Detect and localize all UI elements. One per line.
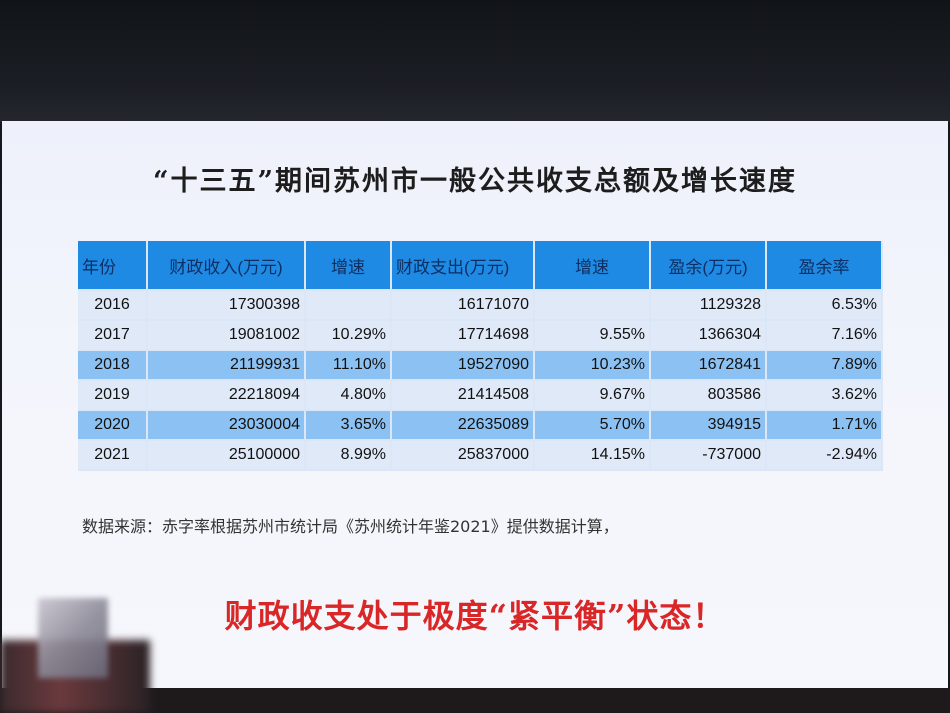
header-revenue: 财政收入(万元) xyxy=(148,241,306,291)
cell-surplus: 803586 xyxy=(651,381,767,411)
cell-revenue: 19081002 xyxy=(148,321,306,351)
cell-expenditure-growth: 9.67% xyxy=(535,381,651,411)
cell-surplus-rate: 7.89% xyxy=(767,351,883,381)
table-row: 2020 23030004 3.65% 22635089 5.70% 39491… xyxy=(78,411,883,441)
blurred-region xyxy=(38,598,108,678)
cell-revenue-growth: 3.65% xyxy=(306,411,392,441)
cell-surplus-rate: 3.62% xyxy=(767,381,883,411)
cell-expenditure: 25837000 xyxy=(392,441,535,471)
header-surplus-rate: 盈余率 xyxy=(767,241,883,291)
cell-revenue-growth: 11.10% xyxy=(306,351,392,381)
table-row: 2016 17300398 16171070 1129328 6.53% xyxy=(78,291,883,321)
cell-expenditure: 17714698 xyxy=(392,321,535,351)
cell-expenditure: 19527090 xyxy=(392,351,535,381)
cell-year: 2019 xyxy=(78,381,148,411)
cell-revenue: 25100000 xyxy=(148,441,306,471)
cell-revenue: 23030004 xyxy=(148,411,306,441)
table-row: 2019 22218094 4.80% 21414508 9.67% 80358… xyxy=(78,381,883,411)
cell-expenditure: 22635089 xyxy=(392,411,535,441)
cell-revenue: 22218094 xyxy=(148,381,306,411)
cell-revenue-growth: 8.99% xyxy=(306,441,392,471)
header-expenditure: 财政支出(万元) xyxy=(392,241,535,291)
cell-revenue: 21199931 xyxy=(148,351,306,381)
cell-year: 2021 xyxy=(78,441,148,471)
cell-surplus: 1129328 xyxy=(651,291,767,321)
cell-expenditure-growth: 10.23% xyxy=(535,351,651,381)
cell-expenditure-growth: 14.15% xyxy=(535,441,651,471)
cell-expenditure-growth xyxy=(535,291,651,321)
cell-surplus: 1672841 xyxy=(651,351,767,381)
cell-surplus-rate: 6.53% xyxy=(767,291,883,321)
table-header-row: 年份 财政收入(万元) 增速 财政支出(万元) 增速 盈余(万元) 盈余率 xyxy=(78,241,883,291)
header-year: 年份 xyxy=(78,241,148,291)
cell-surplus-rate: -2.94% xyxy=(767,441,883,471)
header-expenditure-growth: 增速 xyxy=(535,241,651,291)
cell-surplus: -737000 xyxy=(651,441,767,471)
cell-expenditure: 16171070 xyxy=(392,291,535,321)
cell-expenditure-growth: 9.55% xyxy=(535,321,651,351)
cell-surplus: 1366304 xyxy=(651,321,767,351)
table-row: 2021 25100000 8.99% 25837000 14.15% -737… xyxy=(78,441,883,471)
cell-year: 2016 xyxy=(78,291,148,321)
cell-surplus-rate: 7.16% xyxy=(767,321,883,351)
cell-year: 2018 xyxy=(78,351,148,381)
table-row: 2018 21199931 11.10% 19527090 10.23% 167… xyxy=(78,351,883,381)
cell-revenue-growth: 10.29% xyxy=(306,321,392,351)
slogan: 财政收支处于极度“紧平衡”状态！ xyxy=(224,597,726,635)
data-source-note: 数据来源：赤字率根据苏州市统计局《苏州统计年鉴2021》提供数据计算， xyxy=(82,517,619,536)
cell-year: 2017 xyxy=(78,321,148,351)
cell-expenditure-growth: 5.70% xyxy=(535,411,651,441)
slide-title: “十三五”期间苏州市一般公共收支总额及增长速度 xyxy=(152,166,798,197)
cell-revenue: 17300398 xyxy=(148,291,306,321)
header-surplus: 盈余(万元) xyxy=(651,241,767,291)
presentation-slide: “十三五”期间苏州市一般公共收支总额及增长速度 年份 财政收入(万元) 增速 财… xyxy=(2,121,948,691)
fiscal-table: 年份 财政收入(万元) 增速 财政支出(万元) 增速 盈余(万元) 盈余率 20… xyxy=(78,241,883,471)
header-revenue-growth: 增速 xyxy=(306,241,392,291)
cell-expenditure: 21414508 xyxy=(392,381,535,411)
background-top xyxy=(0,0,950,122)
cell-revenue-growth xyxy=(306,291,392,321)
cell-year: 2020 xyxy=(78,411,148,441)
table-row: 2017 19081002 10.29% 17714698 9.55% 1366… xyxy=(78,321,883,351)
cell-revenue-growth: 4.80% xyxy=(306,381,392,411)
cell-surplus: 394915 xyxy=(651,411,767,441)
background-bottom xyxy=(0,688,950,713)
cell-surplus-rate: 1.71% xyxy=(767,411,883,441)
